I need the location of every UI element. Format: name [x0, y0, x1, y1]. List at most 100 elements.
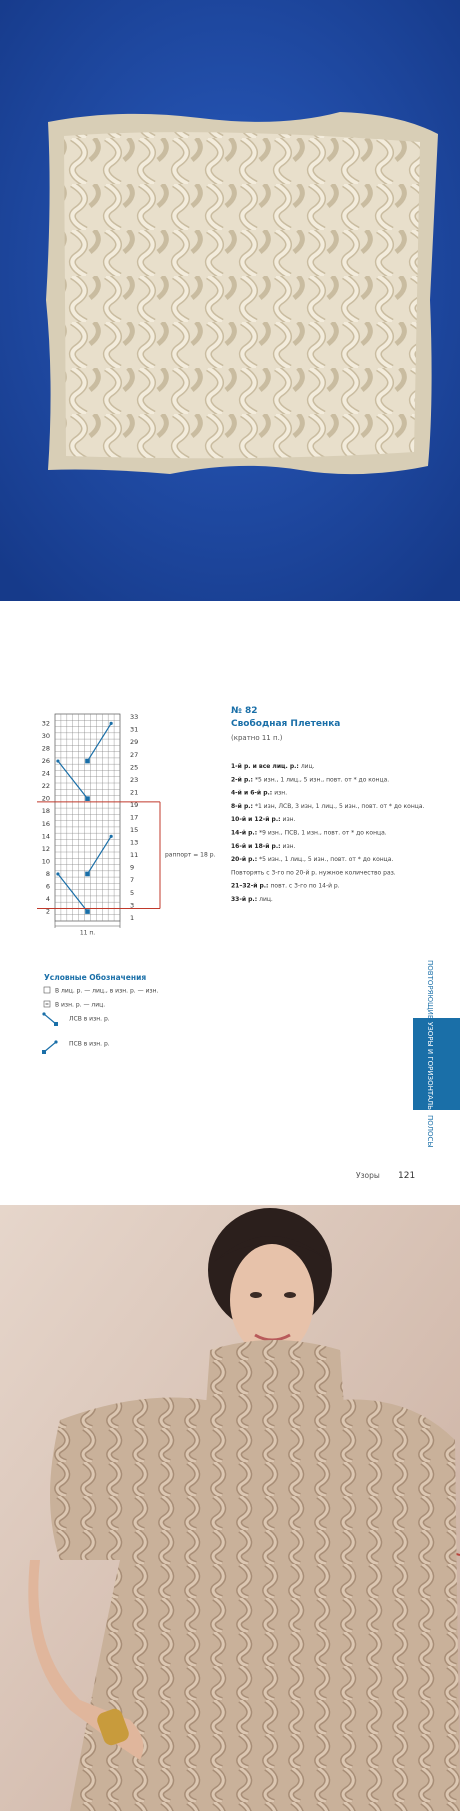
instructions: 1-й р. и все лиц. р.: лиц.2-й р.: *5 изн.,… [231, 763, 425, 903]
pattern-multiple: (кратно 11 п.) [231, 734, 283, 742]
instruction-label: 16-й и 18-й р.: [231, 842, 281, 849]
cable-stitch [85, 758, 90, 764]
instruction-line: 4-й и 6-й р.: изн. [231, 789, 287, 796]
cable-stitch [85, 909, 90, 914]
instruction-text: *9 изн., ПСВ, 1 изн., повт. от * до конц… [259, 829, 387, 836]
instruction-text: *1 изн, ЛСВ, 3 изн, 1 лиц., 5 изн., повт… [255, 802, 425, 809]
row-number: 11 [130, 851, 138, 859]
repeat-label: раппорт = 18 р. [165, 852, 215, 859]
row-number: 31 [130, 726, 138, 734]
tab-highlight [413, 1018, 460, 1110]
instruction-label: 8-й р.: [231, 802, 253, 809]
cable-dot [109, 834, 113, 838]
legend-icon [54, 1022, 58, 1026]
instruction-text: *5 изн., 1 лиц., 5 изн., повт. от * до к… [255, 776, 389, 783]
row-number: 13 [130, 839, 138, 847]
instruction-line: 16-й и 18-й р.: изн. [231, 842, 296, 849]
instruction-line: Повторять с 3-го по 20-й р. нужное колич… [231, 869, 396, 876]
cable-stitch [85, 796, 90, 801]
row-number: 5 [130, 889, 134, 897]
row-number: 4 [46, 895, 50, 903]
row-number: 2 [46, 908, 50, 916]
instruction-label: 14-й р.: [231, 829, 257, 836]
instruction-line: 8-й р.: *1 изн, ЛСВ, 3 изн, 1 лиц., 5 изн… [231, 802, 425, 809]
row-number: 27 [130, 751, 138, 759]
instruction-text: изн. [283, 816, 296, 823]
row-number: 33 [130, 713, 138, 721]
pattern-number: № 82 [231, 706, 258, 716]
cable-line [86, 835, 112, 875]
tab-text: УЗОРЫ И ГОРИЗОНТАЛЬНЫЕ [426, 1022, 434, 1126]
instruction-line: 33-й р.: лиц. [231, 896, 273, 903]
legend-item: В лиц. р. — лиц., в изн. р. — изн. [55, 988, 159, 995]
cable-line [86, 723, 112, 762]
model-photo [0, 1205, 460, 1811]
instruction-label: 33-й р.: [231, 896, 257, 903]
chart-bg [54, 713, 121, 922]
instruction-line: 21–32-й р.: повт. с 3-го по 14-й р. [231, 882, 340, 889]
instruction-text: *5 изн., 1 лиц., 5 изн., повт. от * до к… [259, 856, 393, 863]
legend-icon [54, 1040, 58, 1044]
cable-stitch [85, 871, 90, 877]
row-number: 28 [42, 745, 50, 753]
cable-dot [56, 759, 60, 763]
legend-item: ЛСВ в изн. р. [69, 1016, 110, 1023]
pattern-title: Свободная Плетенка [231, 718, 340, 729]
row-number: 6 [46, 883, 50, 891]
instruction-label: 10-й и 12-й р.: [231, 816, 281, 823]
instruction-text: Повторять с 3-го по 20-й р. нужное колич… [231, 869, 396, 876]
instruction-label: 1-й р. и все лиц. р.: [231, 763, 299, 770]
row-number: 1 [130, 914, 134, 922]
instruction-text: изн. [274, 789, 287, 796]
row-number: 8 [46, 870, 50, 878]
row-number: 15 [130, 826, 138, 834]
row-number: 25 [130, 763, 138, 771]
side-tab: ПОВТОРЯЮЩИЕСЯ УЗОРЫ И ГОРИЗОНТАЛЬНЫЕ ПОЛ… [413, 960, 460, 1148]
row-number: 30 [42, 732, 50, 740]
row-number: 26 [42, 757, 50, 765]
instruction-text: повт. с 3-го по 14-й р. [270, 882, 339, 889]
knitting-chart: 2468101214161820222426283032135791113151… [37, 713, 215, 937]
row-number: 7 [130, 876, 134, 884]
cable-line [57, 873, 88, 912]
instruction-text: лиц. [301, 763, 315, 770]
row-number: 9 [130, 864, 134, 872]
row-number: 16 [42, 820, 50, 828]
row-number: 14 [42, 832, 50, 840]
cable-line [57, 760, 88, 800]
footer-page: 121 [398, 1171, 415, 1181]
instruction-line: 2-й р.: *5 изн., 1 лиц., 5 изн., повт. от… [231, 776, 389, 783]
instruction-line: 1-й р. и все лиц. р.: лиц. [231, 763, 315, 770]
row-number: 24 [42, 770, 50, 778]
row-number: 29 [130, 738, 138, 746]
instruction-label: 21–32-й р.: [231, 882, 268, 889]
legend-icon [42, 1050, 46, 1054]
instruction-text: лиц. [259, 896, 273, 903]
cable-dot [109, 721, 113, 726]
tab-text: ПОЛОСЫ [426, 1115, 434, 1148]
swatch-photo [0, 0, 460, 601]
row-number: 20 [42, 795, 50, 803]
row-number: 21 [130, 788, 138, 796]
row-number: 12 [42, 845, 50, 853]
instruction-line: 14-й р.: *9 изн., ПСВ, 1 изн., повт. от *… [231, 829, 387, 836]
legend: Условные Обозначения В лиц. р. — лиц., в… [42, 973, 159, 1054]
instruction-label: 2-й р.: [231, 776, 253, 783]
instruction-label: 20-й р.: [231, 856, 257, 863]
row-number: 32 [42, 719, 50, 727]
instruction-line: 10-й и 12-й р.: изн. [231, 816, 296, 823]
legend-icon [42, 1012, 46, 1016]
cable-dot [56, 872, 60, 876]
footer-section: Узоры [356, 1171, 380, 1180]
instruction-line: 20-й р.: *5 изн., 1 лиц., 5 изн., повт. о… [231, 856, 393, 863]
tab-text: ПОВТОРЯЮЩИЕСЯ [426, 960, 434, 1029]
instruction-label: 4-й и 6-й р.: [231, 789, 272, 796]
legend-item: В изн. р. — лиц. [55, 1002, 105, 1009]
row-number: 23 [130, 776, 138, 784]
legend-item: ПСВ в изн. р. [69, 1041, 110, 1048]
row-number: 22 [42, 782, 50, 790]
row-number: 19 [130, 801, 138, 809]
width-label: 11 п. [80, 930, 95, 937]
